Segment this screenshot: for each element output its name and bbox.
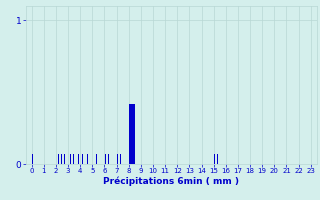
- Bar: [78, 154, 79, 164]
- Bar: [85, 154, 86, 164]
- Bar: [75, 154, 76, 164]
- Bar: [64, 154, 65, 164]
- Bar: [70, 154, 71, 164]
- Bar: [117, 154, 118, 164]
- Bar: [217, 154, 218, 164]
- Bar: [94, 154, 95, 164]
- Bar: [108, 154, 109, 164]
- Bar: [61, 154, 62, 164]
- X-axis label: Précipitations 6min ( mm ): Précipitations 6min ( mm ): [103, 177, 239, 186]
- Bar: [219, 154, 220, 164]
- Bar: [221, 154, 222, 164]
- Bar: [66, 154, 67, 164]
- Bar: [32, 154, 33, 164]
- Bar: [120, 154, 121, 164]
- Bar: [129, 104, 135, 164]
- Bar: [96, 154, 97, 164]
- Bar: [58, 154, 59, 164]
- Bar: [73, 154, 74, 164]
- Bar: [76, 154, 77, 164]
- Bar: [87, 154, 88, 164]
- Bar: [105, 154, 106, 164]
- Bar: [214, 154, 215, 164]
- Bar: [82, 154, 83, 164]
- Bar: [122, 154, 123, 164]
